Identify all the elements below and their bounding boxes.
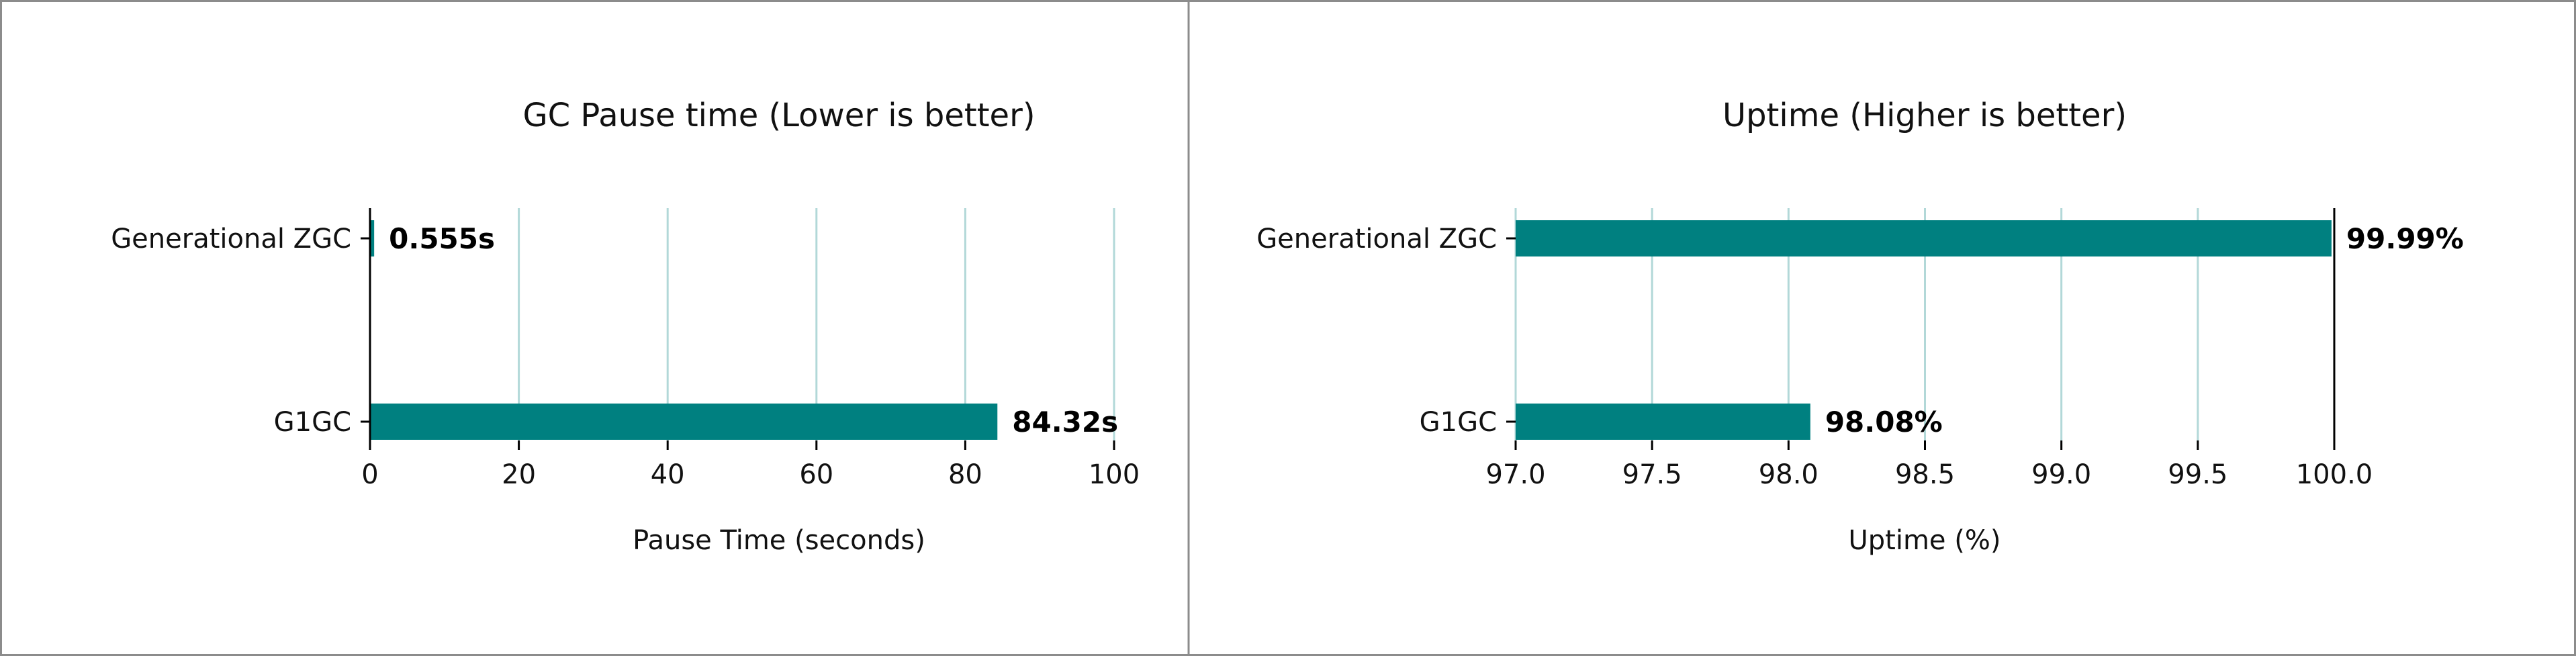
category-label: G1GC — [274, 407, 351, 438]
bar — [1516, 220, 2332, 256]
x-tick-label: 40 — [651, 459, 685, 490]
data-label: 0.555s — [389, 222, 495, 255]
panel-uptime: Uptime (Higher is better) Generational ZG… — [1256, 97, 2464, 556]
x-tick-label: 97.0 — [1485, 459, 1545, 490]
x-tick-label: 97.5 — [1622, 459, 1682, 490]
chart-title: GC Pause time (Lower is better) — [522, 97, 1035, 134]
chart-title: Uptime (Higher is better) — [1722, 97, 2127, 134]
x-tick-label: 100.0 — [2296, 459, 2373, 490]
x-axis-label: Uptime (%) — [1849, 525, 2001, 556]
panel-gc-pause-time: GC Pause time (Lower is better) Generatio… — [111, 97, 1140, 556]
category-label: G1GC — [1420, 407, 1497, 438]
bar — [1516, 404, 1810, 440]
x-tick-label: 60 — [799, 459, 833, 490]
data-label: 98.08% — [1825, 406, 1943, 438]
category-label: Generational ZGC — [1256, 224, 1497, 254]
x-tick-label: 80 — [948, 459, 982, 490]
x-axis-label: Pause Time (seconds) — [633, 525, 925, 556]
category-label: Generational ZGC — [111, 224, 351, 254]
x-tick-label: 98.5 — [1895, 459, 1955, 490]
x-tick-label: 99.0 — [2031, 459, 2091, 490]
x-tick-label: 98.0 — [1759, 459, 1819, 490]
x-tick-label: 20 — [502, 459, 536, 490]
x-tick-label: 99.5 — [2168, 459, 2227, 490]
data-label: 84.32s — [1012, 406, 1118, 438]
bar — [370, 220, 375, 256]
data-label: 99.99% — [2346, 222, 2464, 255]
bar — [370, 404, 998, 440]
x-tick-label: 100 — [1089, 459, 1140, 490]
x-tick-label: 0 — [361, 459, 378, 490]
